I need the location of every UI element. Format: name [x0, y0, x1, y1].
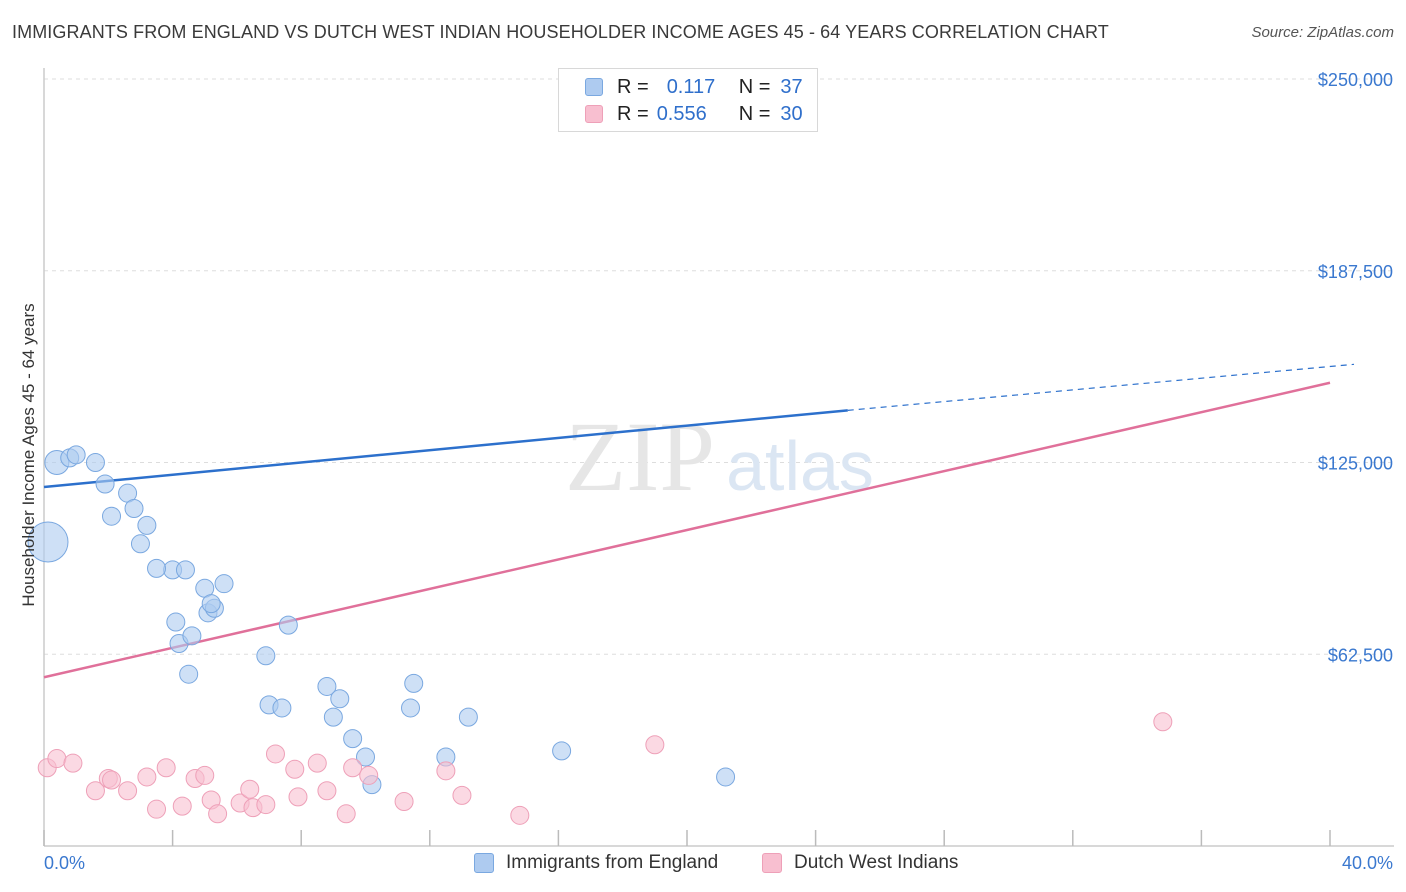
dutch-point	[118, 781, 138, 801]
legend-label-dutch: Dutch West Indians	[794, 852, 959, 873]
england-point	[343, 729, 363, 749]
england-point	[175, 560, 195, 580]
england-point	[182, 626, 202, 646]
england-point	[323, 707, 343, 727]
stats-row-england: R = 0.117 N = 37	[585, 74, 803, 100]
dutch-point	[307, 753, 327, 773]
england-point	[256, 646, 276, 666]
england-point	[130, 534, 150, 554]
england-point	[27, 521, 69, 563]
dutch-point	[137, 767, 157, 787]
source-credit: Source: ZipAtlas.com	[1251, 24, 1394, 41]
england-point	[404, 673, 424, 693]
trendlines	[43, 363, 1355, 679]
england-point	[330, 689, 350, 709]
stats-legend: R = 0.117 N = 37 R = 0.556 N = 30	[558, 68, 818, 132]
x-tick-label: 0.0%	[44, 853, 85, 873]
n-value: 30	[780, 102, 803, 125]
dutch-point	[1153, 712, 1173, 732]
england-legend-swatch	[474, 853, 494, 873]
legend-item-dutch: Dutch West Indians	[762, 852, 958, 874]
england-trendline	[43, 409, 848, 489]
england-point	[356, 747, 375, 767]
stats-row-dutch: R = 0.556 N = 30	[585, 101, 803, 127]
dutch-point	[63, 753, 83, 773]
dutch-point	[343, 758, 363, 778]
england-point	[179, 664, 199, 684]
dutch-point	[240, 779, 260, 799]
england-point	[458, 707, 478, 727]
legend-label-england: Immigrants from England	[506, 852, 719, 873]
y-tick-label: $187,500	[1318, 262, 1393, 282]
dutch-point	[85, 781, 105, 801]
chart-title: IMMIGRANTS FROM ENGLAND VS DUTCH WEST IN…	[12, 22, 1109, 42]
y-axis-label: Householder Income Ages 45 - 64 years	[19, 303, 38, 606]
dutch-point	[147, 799, 167, 819]
england-point	[214, 574, 234, 594]
england-point	[166, 612, 186, 632]
n-label: N =	[738, 102, 771, 125]
england-point	[272, 698, 292, 718]
england-point	[552, 741, 572, 761]
dutch-legend-swatch	[762, 853, 782, 873]
dutch-swatch	[585, 105, 603, 123]
england-point	[201, 594, 221, 614]
england-point	[147, 558, 167, 578]
dutch-point	[336, 804, 356, 824]
y-tick-label: $125,000	[1318, 454, 1393, 474]
england-point	[401, 698, 421, 718]
england-point	[124, 499, 144, 519]
england-swatch	[585, 78, 603, 96]
dutch-trendline	[43, 381, 1331, 679]
england-point	[716, 767, 736, 787]
y-tick-label: $250,000	[1318, 70, 1393, 90]
legend-item-england: Immigrants from England	[474, 852, 718, 874]
england-point	[95, 474, 115, 494]
dutch-point	[208, 804, 228, 824]
dutch-point	[172, 796, 192, 816]
dutch-point	[317, 781, 337, 801]
england-point	[85, 453, 105, 472]
dutch-point	[452, 785, 472, 805]
n-label: N =	[738, 75, 771, 98]
england-point	[102, 506, 122, 526]
dutch-point	[265, 744, 285, 764]
england-trendline-extension	[847, 363, 1355, 411]
dutch-point	[436, 761, 456, 781]
r-value: 0.556	[656, 102, 707, 125]
dutch-point	[645, 735, 665, 755]
dutch-point	[102, 770, 122, 790]
data-points	[27, 445, 1173, 825]
axes	[43, 68, 1394, 847]
x-tick-label: 40.0%	[1342, 853, 1393, 873]
r-value: 0.117	[666, 75, 716, 98]
dutch-point	[256, 795, 276, 815]
dutch-point	[288, 787, 308, 807]
dutch-point	[359, 765, 379, 785]
dutch-point	[47, 749, 67, 769]
n-value: 37	[780, 75, 803, 98]
watermark: ZIP atlas	[565, 401, 874, 512]
england-point	[137, 515, 157, 535]
watermark-zip: ZIP	[565, 401, 715, 512]
grid-lines	[44, 78, 1394, 655]
dutch-point	[156, 758, 176, 778]
dutch-point	[285, 759, 305, 779]
series-legend: Immigrants from England Dutch West India…	[0, 852, 1406, 878]
dutch-point	[510, 805, 530, 825]
r-label: R =	[617, 75, 649, 98]
r-label: R =	[617, 102, 649, 125]
tick-labels: $62,500 $125,000 $187,500 $250,000 0.0% 40.0%	[44, 70, 1393, 873]
y-tick-label: $62,500	[1328, 645, 1393, 665]
dutch-point	[394, 792, 414, 812]
dutch-point	[195, 765, 215, 785]
england-point	[66, 445, 86, 465]
england-point	[317, 676, 337, 696]
england-point	[278, 615, 298, 635]
